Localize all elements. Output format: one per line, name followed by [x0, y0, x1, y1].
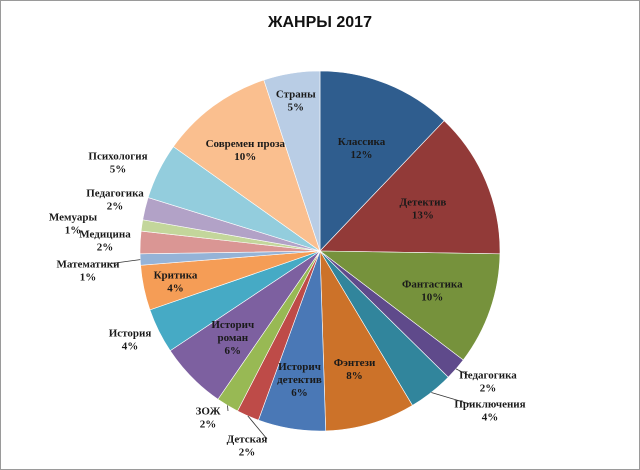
slice-label: Современ проза 10%	[206, 138, 286, 163]
slice-label: Страны 5%	[276, 88, 316, 113]
slice-labels: Классика 12% Детектив 13% Фантастика 10% Педаг…	[49, 88, 526, 458]
pie-slice	[319, 249, 413, 432]
pie-slice	[319, 120, 501, 255]
slice-label: Критика 4%	[154, 270, 198, 295]
leader-line	[431, 392, 471, 405]
slice-label: Педагогика 2%	[86, 188, 144, 213]
slice-label: Педагогика 2%	[459, 370, 517, 395]
slice-label: История 4%	[109, 328, 152, 353]
slice-label: Детская 2%	[227, 434, 268, 459]
pie-slice	[263, 70, 321, 252]
slice-label: Мемуары 1%	[49, 212, 98, 237]
slice-label: Фантастика 10%	[402, 278, 463, 303]
pie-slices	[139, 70, 501, 432]
pie-slice	[319, 70, 445, 252]
slice-label: Приключения 4%	[454, 399, 525, 424]
slice-label: Фэнтези 8%	[334, 357, 376, 382]
slice-label: Классика 12%	[338, 136, 386, 161]
leader-line	[247, 415, 268, 440]
slice-label: Историч детектив 6%	[277, 361, 322, 399]
slice-label: Психология 5%	[88, 151, 147, 176]
chart-title: ЖАНРЫ 2017	[267, 14, 372, 31]
pie-slice	[172, 79, 321, 252]
slice-label: Детектив 13%	[399, 196, 446, 221]
pie-slice	[319, 250, 501, 361]
leader-line	[107, 259, 141, 265]
leader-lines	[107, 259, 471, 440]
leader-line	[455, 368, 469, 376]
slice-label: ЗОЖ 2%	[196, 406, 221, 431]
leader-line	[227, 405, 229, 412]
slice-label: Медицина 2%	[79, 229, 131, 254]
slice-label: Математики 1%	[57, 259, 121, 284]
slice-label: Историч роман 6%	[211, 319, 254, 357]
